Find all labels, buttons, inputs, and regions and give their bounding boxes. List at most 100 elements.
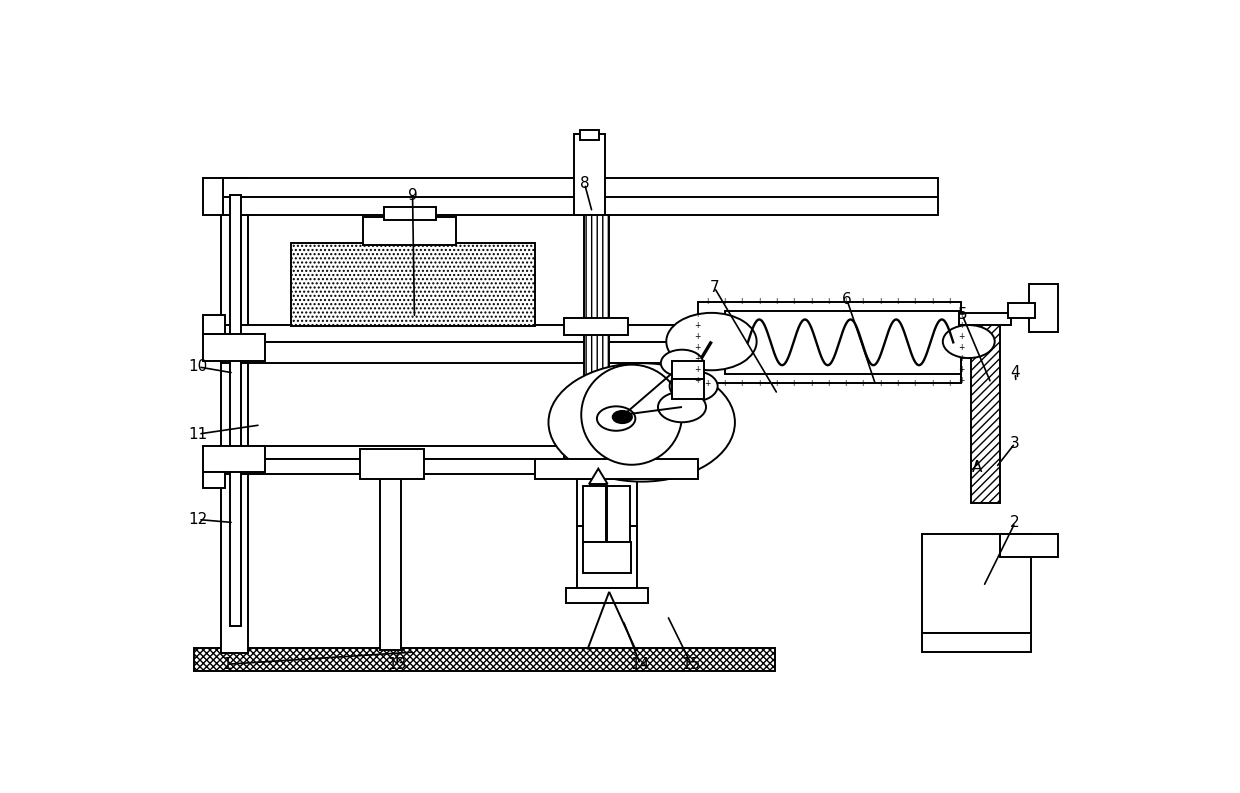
Bar [583, 542, 631, 573]
Bar [221, 324, 689, 342]
Text: +: + [894, 297, 900, 306]
Text: +: + [911, 378, 918, 388]
Bar [221, 178, 248, 653]
Text: +: + [957, 331, 965, 341]
Circle shape [666, 313, 756, 370]
Text: +: + [790, 378, 797, 388]
Bar [221, 342, 689, 363]
Text: +: + [739, 297, 745, 306]
Bar [203, 446, 265, 473]
Text: +: + [946, 297, 952, 306]
Text: +: + [807, 378, 815, 388]
Bar [573, 134, 605, 215]
Bar [923, 534, 1030, 633]
Text: +: + [825, 378, 831, 388]
Text: +: + [694, 320, 701, 330]
Text: 15: 15 [682, 657, 701, 672]
Text: +: + [842, 297, 848, 306]
Bar [231, 195, 241, 626]
Bar [379, 473, 402, 649]
Bar [584, 215, 609, 446]
Text: +: + [694, 354, 701, 362]
Text: +: + [859, 378, 866, 388]
Ellipse shape [582, 365, 682, 465]
Text: +: + [957, 309, 965, 319]
Bar [221, 458, 689, 474]
Text: 1: 1 [222, 657, 232, 672]
Text: 5: 5 [957, 308, 967, 323]
Circle shape [658, 392, 706, 423]
Bar [203, 473, 224, 488]
Text: 11: 11 [188, 427, 208, 442]
Circle shape [661, 350, 703, 377]
Text: +: + [957, 320, 965, 330]
Text: +: + [911, 297, 918, 306]
Text: +: + [825, 297, 831, 306]
Text: +: + [894, 378, 900, 388]
Text: +: + [739, 378, 745, 388]
Text: +: + [957, 365, 965, 374]
Bar [203, 334, 265, 361]
Text: +: + [756, 297, 763, 306]
Bar [565, 588, 647, 603]
Bar [606, 486, 630, 542]
Circle shape [942, 325, 994, 358]
Circle shape [613, 411, 632, 423]
Text: +: + [877, 297, 883, 306]
Text: 6: 6 [842, 292, 852, 307]
Circle shape [670, 371, 718, 401]
Text: +: + [773, 297, 780, 306]
Text: 2: 2 [1011, 515, 1021, 530]
Bar [672, 361, 704, 378]
Text: +: + [722, 378, 728, 388]
Bar [361, 450, 424, 479]
Text: +: + [859, 297, 866, 306]
Text: +: + [722, 297, 728, 306]
Text: +: + [957, 343, 965, 351]
Text: 13: 13 [387, 657, 407, 672]
Text: 3: 3 [1011, 435, 1021, 450]
Text: +: + [694, 309, 701, 319]
Bar [999, 534, 1058, 557]
Bar [725, 311, 961, 374]
Bar [672, 378, 704, 400]
Circle shape [596, 406, 635, 431]
Text: +: + [877, 378, 883, 388]
Circle shape [548, 363, 735, 481]
Bar [221, 446, 689, 458]
Text: 4: 4 [1011, 366, 1021, 381]
Bar [577, 527, 637, 588]
Text: A: A [971, 460, 982, 475]
Bar [383, 207, 436, 220]
Bar [203, 178, 223, 215]
Bar [221, 197, 937, 215]
Text: +: + [807, 297, 815, 306]
Text: 8: 8 [580, 176, 589, 191]
Text: 9: 9 [408, 189, 418, 204]
Text: +: + [790, 297, 797, 306]
Bar [971, 322, 999, 504]
Text: +: + [957, 376, 965, 385]
Text: +: + [946, 378, 952, 388]
Text: 14: 14 [631, 657, 650, 672]
Text: +: + [929, 297, 935, 306]
Bar [221, 178, 937, 197]
Text: +: + [773, 378, 780, 388]
Bar [362, 216, 455, 245]
Text: +: + [694, 331, 701, 341]
Bar [534, 459, 697, 479]
Bar [203, 315, 224, 334]
Text: +: + [694, 376, 701, 385]
Bar [577, 479, 637, 527]
Text: +: + [957, 354, 965, 362]
Text: +: + [694, 365, 701, 374]
Polygon shape [589, 469, 608, 484]
Text: +: + [704, 297, 711, 306]
Text: 10: 10 [188, 359, 208, 374]
Bar [583, 486, 606, 542]
Text: +: + [694, 343, 701, 351]
Bar [960, 313, 1012, 324]
Bar [193, 648, 775, 671]
Bar [564, 442, 627, 459]
Bar [564, 319, 627, 335]
